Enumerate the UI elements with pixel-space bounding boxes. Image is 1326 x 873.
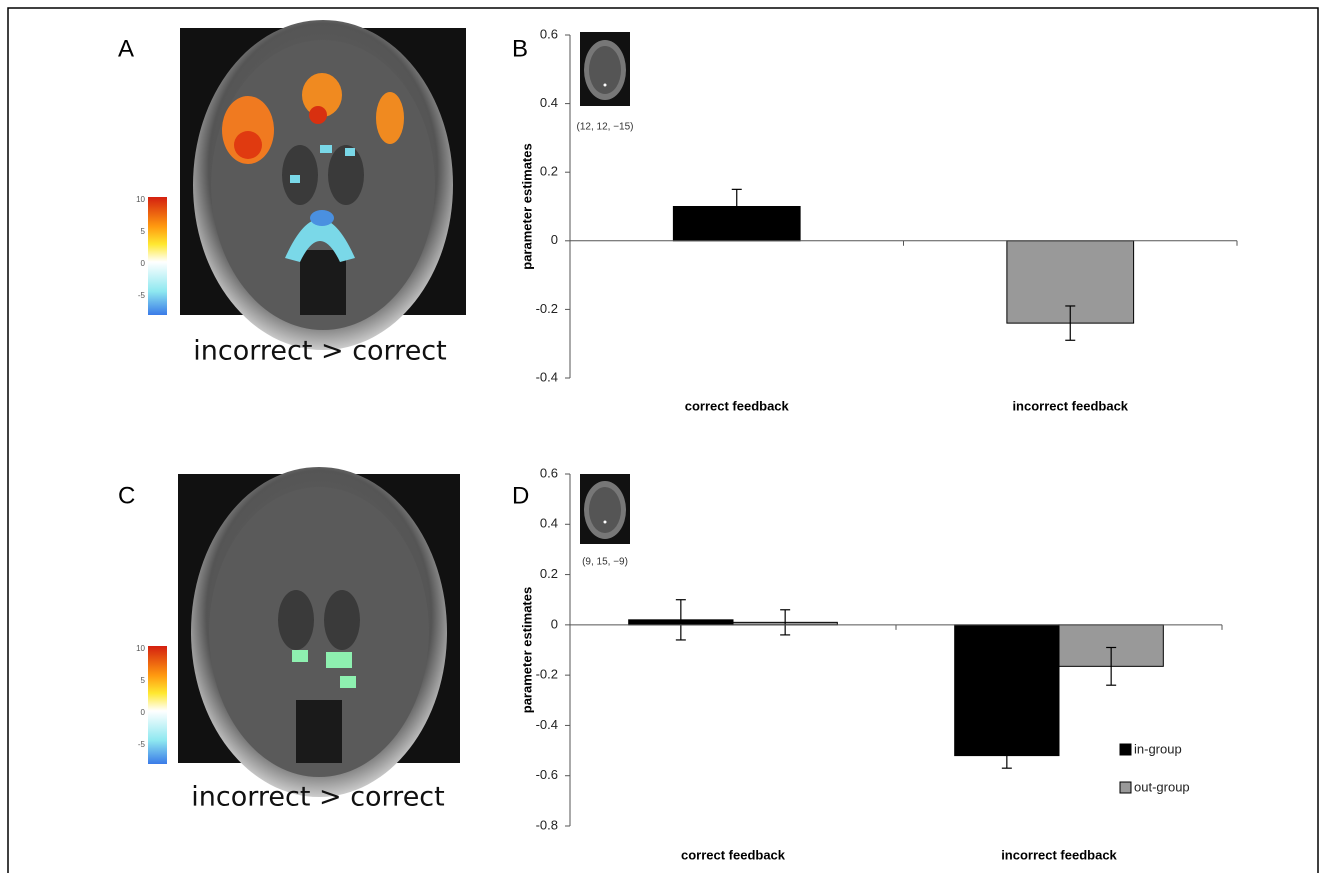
- y-tick-label: 0.4: [540, 516, 558, 531]
- bar: [955, 625, 1059, 756]
- colorbar-tick-label: 5: [141, 676, 146, 685]
- legend-label: out-group: [1134, 779, 1190, 794]
- caption: incorrect > correct: [193, 336, 446, 367]
- y-tick-label: -0.2: [536, 301, 558, 316]
- y-tick-label: -0.2: [536, 667, 558, 682]
- colorbar-tick-label: -5: [138, 291, 146, 300]
- y-tick-label: -0.6: [536, 767, 558, 782]
- brain-image-c: [178, 467, 460, 797]
- panel-label: D: [512, 482, 529, 509]
- x-tick-label: correct feedback: [681, 847, 786, 862]
- colorbar-tick-label: 0: [141, 708, 146, 717]
- y-tick-label: 0.2: [540, 566, 558, 581]
- y-tick-label: 0.4: [540, 95, 558, 110]
- y-tick-label: 0: [551, 232, 558, 247]
- y-axis-label: parameter estimates: [519, 587, 534, 713]
- y-tick-label: -0.4: [536, 369, 558, 384]
- brain-image-a: [180, 20, 466, 350]
- inset-image-d: [580, 474, 630, 544]
- legend-swatch: [1120, 744, 1131, 755]
- y-tick-label: -0.4: [536, 717, 558, 732]
- y-tick-label: 0: [551, 616, 558, 631]
- y-tick-label: 0.2: [540, 164, 558, 179]
- y-tick-label: -0.8: [536, 817, 558, 832]
- legend-swatch: [1120, 782, 1131, 793]
- panel-label: A: [118, 35, 134, 62]
- colorbar-tick-label: 10: [136, 644, 145, 653]
- inset-caption: (12, 12, −15): [577, 122, 634, 133]
- x-tick-label: incorrect feedback: [1012, 398, 1128, 413]
- colorbar-a: [148, 197, 167, 315]
- y-tick-label: 0.6: [540, 465, 558, 480]
- colorbar-tick-label: 0: [141, 259, 146, 268]
- x-tick-label: incorrect feedback: [1001, 847, 1117, 862]
- x-tick-label: correct feedback: [685, 398, 790, 413]
- panel-label: B: [512, 35, 528, 62]
- y-tick-label: 0.6: [540, 26, 558, 41]
- colorbar-c: [148, 646, 167, 764]
- caption: incorrect > correct: [191, 782, 444, 813]
- colorbar-tick-label: 5: [141, 227, 146, 236]
- inset-caption: (9, 15, −9): [582, 557, 628, 568]
- inset-image-b: [580, 32, 630, 106]
- figure: A B C D incorrect > correct incorrect > …: [0, 0, 1326, 873]
- legend-label: in-group: [1134, 741, 1182, 756]
- colorbar-tick-label: 10: [136, 195, 145, 204]
- colorbar-tick-label: -5: [138, 740, 146, 749]
- y-axis-label: parameter estimates: [519, 143, 534, 269]
- panel-label: C: [118, 482, 135, 509]
